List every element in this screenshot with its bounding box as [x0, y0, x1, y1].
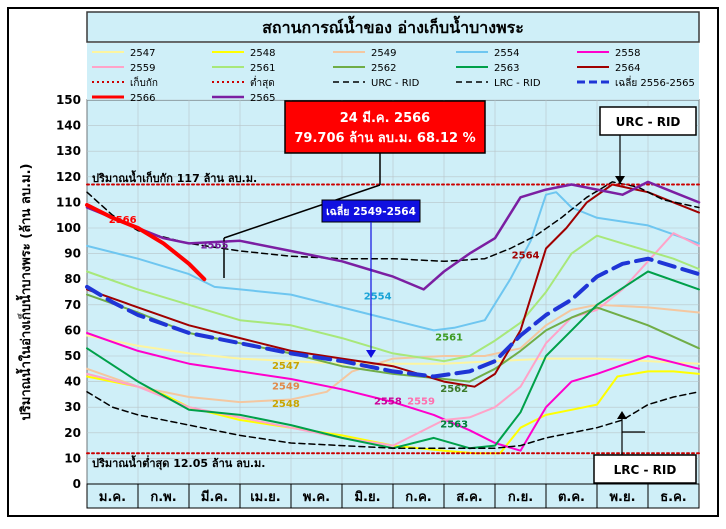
current-date: 24 มี.ค. 2566 [340, 110, 430, 126]
month-label: ม.ค. [99, 490, 126, 505]
legend-label: เฉลี่ย 2556-2565 [615, 75, 695, 89]
y-tick-label: 120 [56, 170, 81, 184]
series-label: 2548 [272, 399, 300, 410]
series-label: 2561 [435, 333, 463, 344]
legend-label: 2559 [130, 63, 155, 74]
month-label: มิ.ย. [354, 490, 380, 505]
legend-label: 2563 [494, 63, 519, 74]
y-tick-label: 60 [64, 323, 81, 337]
legend-label: 2562 [371, 63, 396, 74]
month-label: พ.ค. [303, 490, 330, 505]
series-label: 2566 [109, 215, 137, 226]
x-axis: ม.ค. ก.พ. มี.ค. เม.ย. พ.ค. มิ.ย. ก.ค. ส.ค. ก.ย. ต… [86, 483, 700, 509]
y-tick-label: 80 [64, 272, 81, 286]
legend-label: 2566 [130, 93, 155, 104]
min-line-label: ปริมาณน้ำต่ำสุด 12.05 ล้าน ลบ.ม. [92, 455, 265, 471]
series-line [86, 293, 700, 383]
y-tick-label: 20 [64, 426, 81, 440]
series-label: 2565 [201, 240, 229, 251]
current-value-callout [284, 100, 486, 154]
legend-label: 2565 [250, 93, 275, 104]
series-label: 2559 [407, 397, 435, 408]
series-line [86, 332, 700, 452]
lrc-pointer-head [617, 411, 627, 419]
legend-label: ต่ำสุด [250, 75, 275, 89]
series-label: 2564 [512, 251, 540, 262]
month-label: ก.ค. [405, 490, 431, 505]
series-line [86, 334, 700, 365]
legend-label: เก็บกัก [130, 75, 158, 89]
month-label: ก.ย. [508, 490, 533, 505]
y-tick-label: 10 [64, 451, 81, 465]
series-label: 2547 [272, 361, 300, 372]
storage-line-label: ปริมาณน้ำเก็บกัก 117 ล้าน ลบ.ม. [92, 170, 257, 185]
legend-label: 2547 [130, 48, 155, 59]
month-label: มี.ค. [201, 489, 228, 505]
series-label: 2562 [440, 384, 468, 395]
urc-label: URC - RID [616, 115, 681, 129]
series-line [86, 183, 700, 388]
series-line [85, 180, 701, 291]
lrc-label: LRC - RID [614, 463, 677, 477]
y-axis: 0 10 20 30 40 50 60 70 80 90 100 110 120 130 140 150 [56, 93, 81, 491]
average-pointer-head [366, 350, 376, 358]
y-tick-label: 110 [56, 195, 81, 209]
y-tick-label: 50 [64, 349, 81, 363]
lrc-label-box [593, 454, 697, 484]
urc-label-box [599, 106, 697, 136]
series-label: 2558 [374, 397, 402, 408]
series-line [86, 270, 700, 450]
legend-label: URC - RID [371, 78, 420, 89]
series-line [86, 191, 700, 332]
y-axis-label: ปริมาณน้ำในอ่างเก็บน้ำบางพระ (ล้าน ลบ.ม.… [15, 164, 34, 421]
month-label: ธ.ค. [660, 490, 687, 505]
legend-label: 2561 [250, 63, 275, 74]
legend-label: 2554 [494, 48, 519, 59]
month-label: ก.พ. [150, 490, 176, 505]
series-line [85, 256, 701, 379]
series-line [86, 181, 700, 263]
month-label: พ.ย. [609, 490, 635, 505]
legend: 2547 2548 2549 2554 2558 2559 2561 2562 2563 2564… [92, 48, 695, 104]
series-label: 2549 [272, 381, 300, 392]
series-label: 2554 [364, 292, 392, 303]
y-tick-label: 70 [64, 298, 81, 312]
series-line [86, 391, 700, 449]
series-line [85, 203, 207, 282]
series-labels: 2566 2565 2554 2564 2561 2547 2549 2548 2558 2559… [109, 215, 540, 431]
y-tick-label: 30 [64, 400, 81, 414]
legend-label: 2549 [371, 48, 396, 59]
series-label: 2563 [440, 420, 468, 431]
callout-connector [223, 184, 381, 239]
month-label: เม.ย. [250, 490, 281, 505]
y-tick-label: 140 [56, 119, 81, 133]
title-box [86, 11, 700, 43]
current-value: 79.706 ล้าน ลบ.ม. 68.12 % [294, 130, 475, 146]
y-tick-label: 40 [64, 375, 81, 389]
y-tick-label: 150 [56, 93, 81, 107]
y-tick-label: 90 [64, 247, 81, 261]
legend-label: 2548 [250, 48, 275, 59]
series-line [86, 234, 700, 363]
legend-label: LRC - RID [494, 78, 541, 89]
average-label: เฉลี่ย 2549-2564 [326, 203, 416, 218]
month-label: ต.ค. [558, 490, 585, 505]
y-tick-label: 130 [56, 144, 81, 158]
urc-pointer-head [615, 176, 625, 184]
y-tick-label: 100 [56, 221, 81, 235]
legend-label: 2558 [615, 48, 640, 59]
month-label: ส.ค. [456, 490, 483, 505]
y-tick-label: 0 [73, 477, 81, 491]
legend-label: 2564 [615, 63, 640, 74]
chart-title: สถานการณ์น้ำของ อ่างเก็บน้ำบางพระ [262, 15, 524, 37]
series-line [86, 370, 700, 455]
series-layer [85, 180, 701, 455]
